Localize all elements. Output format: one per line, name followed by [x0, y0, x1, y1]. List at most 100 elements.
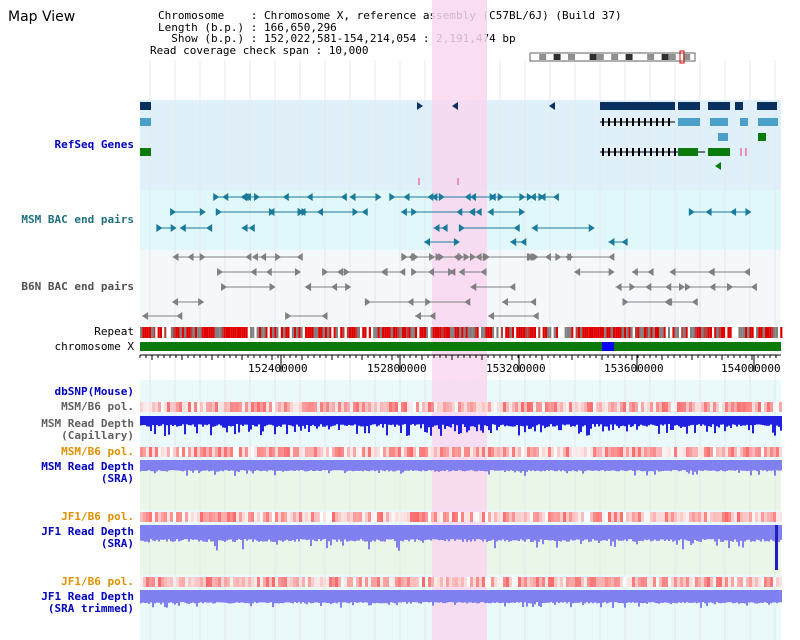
track-label-repeat[interactable]: Repeat [94, 325, 134, 338]
msm-pol-cell [647, 402, 650, 412]
jf1-trim-depth-bar [334, 590, 336, 603]
jf1-sra-depth-bar [468, 525, 470, 541]
msm-cap-depth-bar [230, 416, 232, 427]
jf1-sra-depth-bar [730, 525, 732, 541]
msm-cap-depth-bar [268, 416, 270, 425]
msm-pol2-cell [365, 447, 368, 457]
repeat-block [357, 327, 360, 338]
jf1-trim-depth-bar [234, 590, 236, 603]
jf1-pol-cell [620, 512, 623, 522]
track-label-msm-depth-cap[interactable]: MSM Read Depth (Capillary) [41, 418, 134, 442]
jf1-sra-depth-bar [262, 525, 264, 542]
msm-pol2-cell [488, 447, 491, 457]
jf1-trim-depth-bar [544, 590, 546, 603]
msm-bac-pair-end [552, 193, 559, 201]
msm-pol2-cell [518, 447, 521, 457]
track-label-msm-depth-sra[interactable]: MSM Read Depth (SRA) [41, 461, 134, 485]
jf1-sra-depth-bar [734, 525, 736, 540]
jf1-pol2-cell [680, 577, 683, 587]
msm-cap-depth-bar [376, 416, 378, 427]
page-title: Map View [8, 9, 76, 25]
track-label-jf1-depth-trim[interactable]: JF1 Read Depth (SRA trimmed) [41, 591, 134, 615]
jf1-pol2-cell [464, 577, 467, 587]
track-label-jf1-pol2[interactable]: JF1/B6 pol. [61, 575, 134, 588]
jf1-sra-depth-bar [644, 525, 646, 540]
track-label-jf1-depth-sra[interactable]: JF1 Read Depth (SRA) [41, 526, 134, 550]
track-label-msm-pol2[interactable]: MSM/B6 pol. [61, 445, 134, 458]
track-label-jf1-pol[interactable]: JF1/B6 pol. [61, 510, 134, 523]
jf1-pol-cell [665, 512, 668, 522]
msm-sra-depth-bar [582, 460, 584, 474]
msm-cap-depth-bar [620, 416, 622, 427]
track-label-msm-pol[interactable]: MSM/B6 pol. [61, 400, 134, 413]
msm-pol-cell [308, 402, 311, 412]
msm-pol2-cell [755, 447, 758, 457]
msm-pol2-cell [734, 447, 737, 457]
jf1-trim-depth-bar [314, 590, 316, 603]
jf1-pol-cell [725, 512, 728, 522]
msm-sra-depth-bar [300, 460, 302, 471]
msm-sra-depth-bar [604, 460, 606, 472]
msm-pol2-cell [644, 447, 647, 457]
repeat-block [329, 327, 332, 338]
repeat-block [749, 327, 752, 338]
jf1-trim-depth-bar [256, 590, 258, 604]
msm-cap-depth-bar [484, 416, 486, 426]
msm-pol-cell [206, 402, 209, 412]
jf1-sra-depth-bar [746, 525, 748, 540]
msm-sra-depth-bar [752, 460, 754, 471]
jf1-pol-cell [338, 512, 341, 522]
jf1-trim-depth-bar [492, 590, 494, 603]
jf1-pol2-cell [374, 577, 377, 587]
ideogram-band [654, 54, 662, 60]
track-label-refseq[interactable]: RefSeq Genes [54, 138, 134, 151]
jf1-pol-cell [224, 512, 227, 522]
track-label-b6n-bac[interactable]: B6N BAC end pairs [21, 280, 134, 293]
jf1-sra-depth-bar [674, 525, 676, 541]
repeat-block [338, 327, 341, 338]
jf1-trim-depth-bar [512, 590, 514, 603]
msm-pol2-cell [197, 447, 200, 457]
track-label-msm-bac[interactable]: MSM BAC end pairs [21, 213, 134, 226]
msm-pol-cell [449, 402, 452, 412]
msm-pol-cell [389, 402, 392, 412]
msm-cap-depth-bar [140, 416, 142, 426]
repeat-block [461, 327, 464, 338]
jf1-pol-cell [470, 512, 473, 522]
jf1-trim-depth-bar [536, 590, 538, 603]
jf1-sra-depth-bar [210, 525, 212, 542]
msm-pol-cell [194, 402, 197, 412]
repeat-block [476, 327, 479, 338]
jf1-sra-depth-bar [208, 525, 210, 540]
repeat-block [586, 327, 589, 338]
jf1-sra-depth-bar [230, 525, 232, 540]
repeat-block [584, 327, 587, 338]
msm-pol2-cell [530, 447, 533, 457]
jf1-sra-depth-bar [566, 525, 568, 542]
repeat-block [454, 327, 457, 338]
jf1-trim-depth-bar [372, 590, 374, 604]
jf1-pol2-cell [599, 577, 602, 587]
jf1-pol2-cell [281, 577, 284, 587]
msm-bac-pair-end [519, 208, 526, 216]
jf1-trim-depth-bar [284, 590, 286, 603]
track-label-chromosome[interactable]: chromosome X [54, 340, 134, 353]
msm-pol2-cell [200, 447, 203, 457]
jf1-sra-depth-bar [550, 525, 552, 541]
msm-pol2-cell [155, 447, 158, 457]
msm-sra-depth-bar [774, 460, 776, 476]
jf1-trim-depth-bar [324, 590, 326, 603]
msm-pol2-cell [452, 447, 455, 457]
repeat-block [432, 327, 435, 338]
msm-pol2-cell [503, 447, 506, 457]
track-label-dbsnp[interactable]: dbSNP(Mouse) [54, 385, 134, 398]
msm-cap-depth-bar [602, 416, 604, 432]
jf1-trim-depth-bar [636, 590, 638, 603]
msm-pol2-cell [329, 447, 332, 457]
msm-cap-depth-bar [686, 416, 688, 434]
msm-cap-depth-bar [334, 416, 336, 426]
jf1-pol2-cell [143, 577, 146, 587]
jf1-trim-depth-bar [698, 590, 700, 603]
jf1-trim-depth-bar [704, 590, 706, 604]
